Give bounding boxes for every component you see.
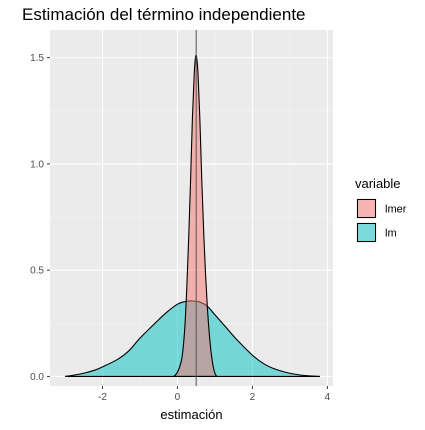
chart-title: Estimación del término independiente bbox=[22, 5, 306, 24]
density-areas bbox=[64, 54, 320, 377]
legend-label-lmer: lmer bbox=[385, 204, 407, 216]
legend-items: lmer lm bbox=[356, 198, 407, 243]
density-area-lmer bbox=[173, 55, 217, 377]
x-axis-label: estimación bbox=[160, 407, 222, 422]
legend-key-lmer bbox=[357, 199, 376, 218]
x-tick-label: 2 bbox=[250, 392, 256, 403]
y-tick-label: 1.5 bbox=[30, 53, 44, 64]
y-axis-ticks: 0.0 0.5 1.0 1.5 bbox=[30, 53, 50, 383]
legend: variable lmer lm bbox=[355, 176, 407, 243]
x-axis-ticks: -2 0 2 4 bbox=[98, 386, 331, 403]
legend-key-lm bbox=[357, 223, 376, 242]
x-tick-label: 0 bbox=[175, 392, 181, 403]
y-tick-label: 0.5 bbox=[30, 266, 44, 277]
x-tick-label: -2 bbox=[98, 392, 107, 403]
legend-label-lm: lm bbox=[385, 228, 397, 240]
legend-title: variable bbox=[355, 176, 401, 191]
y-tick-label: 1.0 bbox=[30, 159, 44, 170]
y-tick-label: 0.0 bbox=[30, 372, 44, 383]
x-tick-label: 4 bbox=[325, 392, 331, 403]
